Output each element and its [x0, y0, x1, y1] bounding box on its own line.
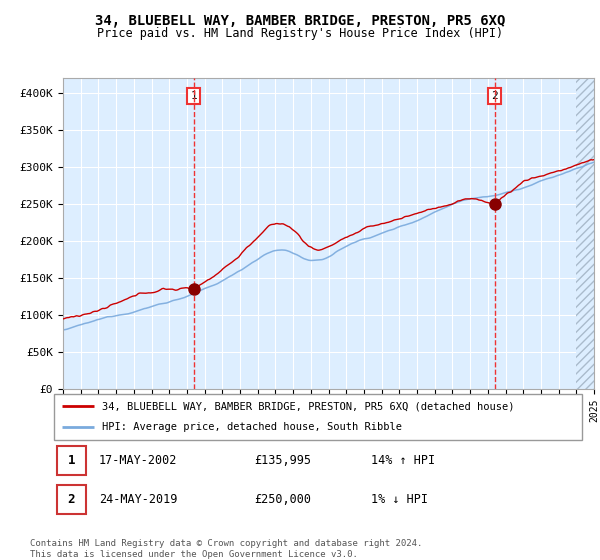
- Text: 1: 1: [67, 454, 75, 467]
- Text: £250,000: £250,000: [254, 493, 311, 506]
- Text: HPI: Average price, detached house, South Ribble: HPI: Average price, detached house, Sout…: [101, 422, 401, 432]
- Text: 34, BLUEBELL WAY, BAMBER BRIDGE, PRESTON, PR5 6XQ: 34, BLUEBELL WAY, BAMBER BRIDGE, PRESTON…: [95, 14, 505, 28]
- Text: 17-MAY-2002: 17-MAY-2002: [99, 454, 177, 467]
- FancyBboxPatch shape: [56, 446, 86, 475]
- Text: Price paid vs. HM Land Registry's House Price Index (HPI): Price paid vs. HM Land Registry's House …: [97, 27, 503, 40]
- FancyBboxPatch shape: [56, 486, 86, 514]
- Text: Contains HM Land Registry data © Crown copyright and database right 2024.
This d: Contains HM Land Registry data © Crown c…: [30, 539, 422, 559]
- FancyBboxPatch shape: [54, 394, 582, 440]
- Text: 2: 2: [491, 91, 498, 101]
- Text: 1% ↓ HPI: 1% ↓ HPI: [371, 493, 428, 506]
- Text: 2: 2: [67, 493, 75, 506]
- Text: 24-MAY-2019: 24-MAY-2019: [99, 493, 177, 506]
- Text: £135,995: £135,995: [254, 454, 311, 467]
- Text: 34, BLUEBELL WAY, BAMBER BRIDGE, PRESTON, PR5 6XQ (detached house): 34, BLUEBELL WAY, BAMBER BRIDGE, PRESTON…: [101, 401, 514, 411]
- Text: 1: 1: [190, 91, 197, 101]
- Polygon shape: [576, 78, 594, 389]
- Text: 14% ↑ HPI: 14% ↑ HPI: [371, 454, 435, 467]
